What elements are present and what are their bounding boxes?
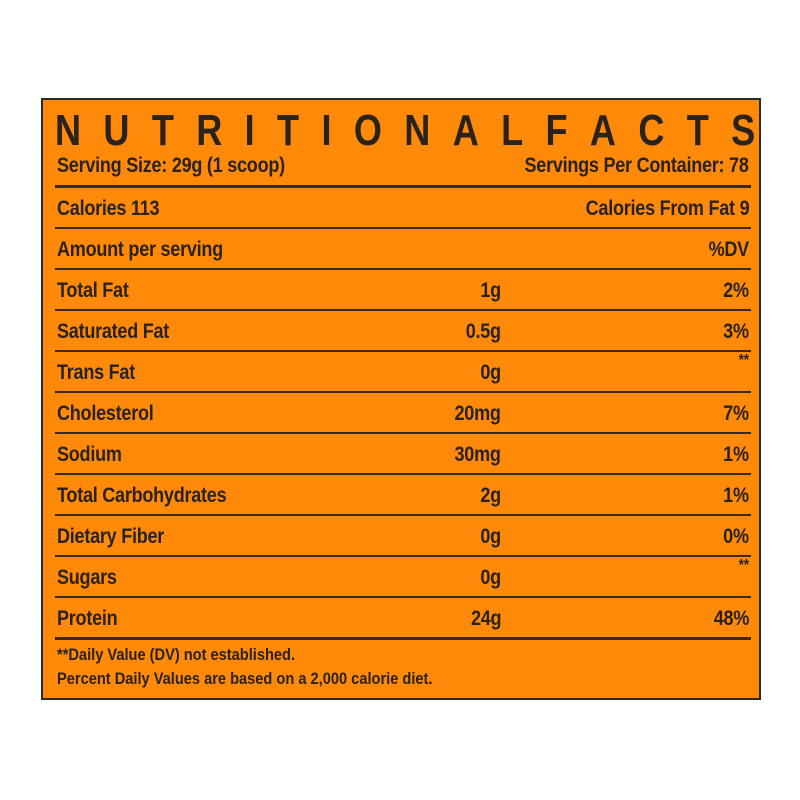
nutrient-name: Saturated Fat <box>57 320 170 343</box>
nutrient-row-protein: Protein 24g 48% <box>57 603 749 635</box>
nutrient-name: Total Carbohydrates <box>57 484 227 507</box>
nutrient-dv: ** <box>738 557 749 574</box>
divider <box>55 391 751 393</box>
nutrient-dv: 1% <box>723 484 749 507</box>
dv-header: %DV <box>708 238 750 261</box>
nutrient-amount: 24g <box>470 607 502 630</box>
divider <box>55 432 751 434</box>
label-title: N U T R I T I O N A L F A C T S <box>55 108 755 154</box>
servings-per-container: Servings Per Container: 78 <box>524 154 749 177</box>
amount-header-row: Amount per serving %DV <box>57 234 749 266</box>
title-letter: T <box>686 106 709 155</box>
nutrient-name: Sugars <box>57 566 117 589</box>
title-letter: N <box>404 106 431 155</box>
title-letter: O <box>353 106 382 155</box>
divider <box>55 227 751 229</box>
nutrient-dv: 3% <box>723 320 749 343</box>
title-letter: F <box>545 106 568 155</box>
nutrient-name: Protein <box>57 607 118 630</box>
amount-per-serving-label: Amount per serving <box>57 238 223 261</box>
nutrient-amount: 0g <box>480 361 501 384</box>
title-letter: N <box>55 106 82 155</box>
title-letter: L <box>501 106 524 155</box>
divider <box>55 185 751 188</box>
title-letter: U <box>103 106 130 155</box>
footnote-dv-not-established: **Daily Value (DV) not established. <box>57 645 296 664</box>
nutrient-amount: 0.5g <box>465 320 501 343</box>
nutrient-amount: 2g <box>480 484 501 507</box>
divider <box>55 268 751 270</box>
title-letter: C <box>638 106 665 155</box>
divider <box>55 473 751 475</box>
nutrient-dv: 7% <box>723 402 749 425</box>
title-letter: A <box>589 106 616 155</box>
nutrient-amount: 0g <box>480 525 501 548</box>
title-letter: A <box>452 106 479 155</box>
divider <box>55 514 751 516</box>
nutrient-amount: 1g <box>480 279 501 302</box>
nutrient-name: Total Fat <box>57 279 129 302</box>
title-letter: S <box>731 106 756 155</box>
title-letter: I <box>244 106 255 155</box>
nutrient-name: Sodium <box>57 443 122 466</box>
nutrition-facts-label: N U T R I T I O N A L F A C T S Serving … <box>41 98 761 700</box>
nutrient-dv: ** <box>738 352 749 369</box>
divider <box>55 350 751 352</box>
nutrient-row-total-carbohydrates: Total Carbohydrates 2g 1% <box>57 480 749 512</box>
calories-row: Calories 113 Calories From Fat 9 <box>57 193 749 225</box>
nutrient-row-saturated-fat: Saturated Fat 0.5g 3% <box>57 316 749 348</box>
title-letter: T <box>277 106 300 155</box>
divider <box>55 637 751 640</box>
nutrient-name: Dietary Fiber <box>57 525 165 548</box>
nutrient-row-sodium: Sodium 30mg 1% <box>57 439 749 471</box>
nutrient-dv: 1% <box>723 443 749 466</box>
title-letter: R <box>196 106 223 155</box>
nutrient-amount: 20mg <box>454 402 501 425</box>
footnote-daily-values: Percent Daily Values are based on a 2,00… <box>57 669 433 688</box>
nutrient-row-trans-fat: Trans Fat 0g ** <box>57 352 749 389</box>
title-letter: T <box>151 106 174 155</box>
nutrient-dv: 48% <box>713 607 750 630</box>
nutrient-amount: 30mg <box>454 443 501 466</box>
nutrient-name: Trans Fat <box>57 361 135 384</box>
calories: Calories 113 <box>57 197 160 220</box>
title-letter: I <box>321 106 332 155</box>
serving-row: Serving Size: 29g (1 scoop) Servings Per… <box>57 152 749 180</box>
divider <box>55 309 751 311</box>
divider <box>55 596 751 598</box>
nutrient-row-sugars: Sugars 0g ** <box>57 557 749 594</box>
nutrient-row-cholesterol: Cholesterol 20mg 7% <box>57 398 749 430</box>
divider <box>55 555 751 557</box>
nutrient-row-total-fat: Total Fat 1g 2% <box>57 275 749 307</box>
calories-from-fat: Calories From Fat 9 <box>585 197 749 220</box>
nutrient-dv: 2% <box>723 279 749 302</box>
nutrient-name: Cholesterol <box>57 402 154 425</box>
nutrient-row-dietary-fiber: Dietary Fiber 0g 0% <box>57 521 749 553</box>
serving-size: Serving Size: 29g (1 scoop) <box>57 154 285 177</box>
nutrient-dv: 0% <box>723 525 749 548</box>
nutrient-amount: 0g <box>480 566 501 589</box>
